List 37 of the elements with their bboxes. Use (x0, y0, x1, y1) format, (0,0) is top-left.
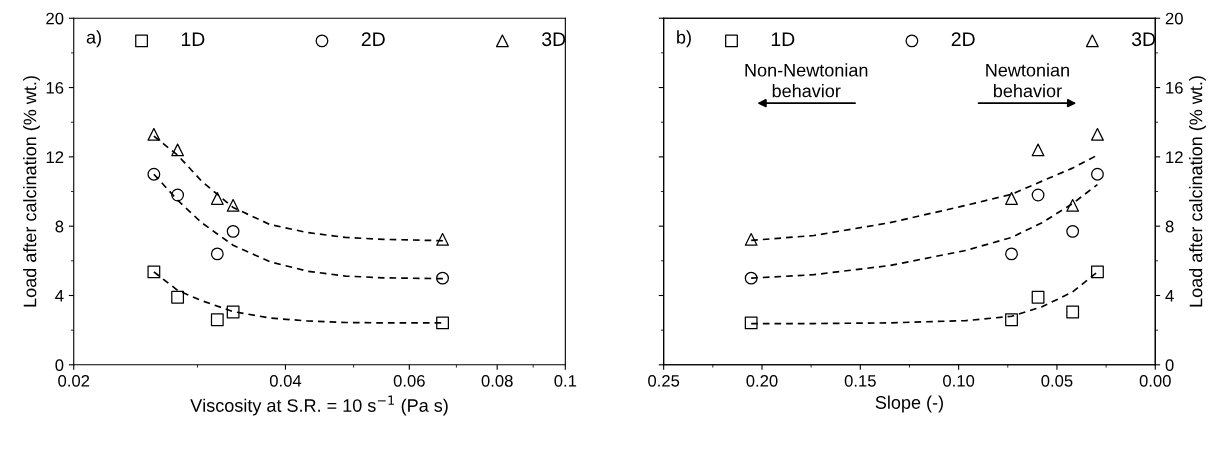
legend-label: 1D (771, 32, 795, 46)
x-tick-label: 0.00 (1139, 374, 1171, 387)
annotation: b) (677, 30, 691, 48)
x-axis-title: Viscosity at S.R. = 10 s$^{−1}$ (Pa s) (190, 395, 448, 416)
y2-tick-label: 16 (1166, 81, 1183, 94)
legend-label: 1D (181, 32, 205, 46)
y-tick-label: 0 (55, 359, 64, 371)
x-tick-label: 0.20 (746, 374, 778, 387)
y-tick-label: 12 (46, 151, 64, 163)
x-tick-label: 0.04 (269, 374, 302, 387)
x-axis-title: Slope (-) (875, 395, 943, 413)
y-axis-title: Load after calcination (% wt.) (23, 76, 40, 307)
y-tick-label: 8 (55, 220, 64, 233)
legend-label: 3D (1131, 32, 1156, 47)
y2-tick-label: 4 (1165, 290, 1174, 302)
annotation: a) (86, 30, 101, 48)
legend-label: 2D (361, 32, 385, 46)
legend-label: 2D (951, 32, 975, 46)
x-tick-label: 0.05 (1041, 374, 1073, 387)
y2-tick-label: 20 (1165, 12, 1183, 25)
y-tick-label: 4 (55, 290, 64, 302)
x-tick-label: 0.25 (648, 374, 680, 387)
y-tick-label: 16 (46, 81, 64, 94)
y2-tick-label: 0 (1165, 359, 1174, 371)
legend-label: 3D (542, 32, 566, 47)
y-tick-label: 20 (46, 12, 64, 25)
y2-axis-title: Load after calcination (% wt.) (1189, 76, 1206, 307)
y2-tick-label: 8 (1165, 220, 1174, 233)
y2-tick-label: 12 (1166, 151, 1183, 163)
x-tick-label: 0.02 (58, 374, 90, 387)
annotation: Newtonian behavior (986, 63, 1069, 98)
x-tick-label: 0.1 (554, 374, 577, 387)
x-tick-label: 0.06 (393, 374, 425, 387)
x-tick-label: 0.15 (844, 374, 876, 387)
annotation: Non-Newtonian behavior (745, 63, 868, 98)
x-tick-label: 0.08 (481, 374, 513, 387)
x-tick-label: 0.10 (943, 374, 975, 387)
